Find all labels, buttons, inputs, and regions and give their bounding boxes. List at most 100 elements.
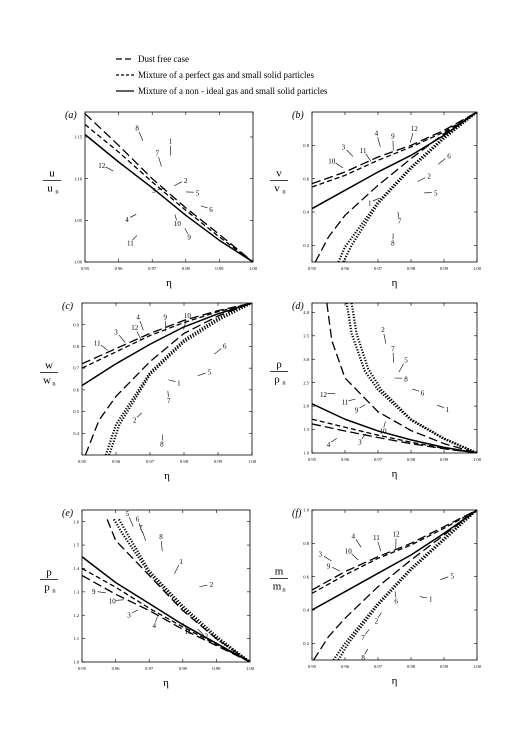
series-line-dotted	[345, 303, 477, 453]
panel-label: (b)	[292, 110, 304, 121]
annotation-leader	[97, 591, 106, 594]
y-tick-label: 0.9	[73, 322, 79, 327]
series-line-solid	[312, 510, 477, 611]
annotation-leader	[199, 584, 208, 588]
annotation-leader	[131, 609, 139, 614]
curve-number-label: 7	[167, 397, 171, 405]
curve-number-label: 2	[210, 581, 214, 589]
x-tick-label: 0.99	[440, 664, 449, 669]
curve-number-label: 12	[131, 324, 139, 332]
x-tick-label: 0.96	[115, 266, 124, 271]
annotation-leader	[100, 344, 109, 351]
curve-number-label: 2	[184, 177, 188, 185]
x-tick-label: 0.97	[148, 266, 157, 271]
chart-panel-3: 0.95 0.96 0.97 0.98 0.99 1.000.40.50.60.70.80…	[40, 301, 257, 482]
series-line-dotted	[337, 112, 477, 262]
plot-frame	[311, 509, 478, 661]
annotation-leader	[129, 214, 137, 218]
x-tick-label: 1.00	[473, 664, 482, 669]
annotation-leader	[129, 517, 134, 527]
annotation-leader	[359, 404, 366, 409]
series-line-dotted	[104, 303, 252, 455]
annotation-leader	[197, 372, 206, 377]
curve-number-label: 12	[411, 125, 419, 133]
curve-number-label: 8	[160, 440, 164, 448]
curve-number-label: 9	[327, 562, 331, 570]
x-tick-label: 0.95	[308, 266, 317, 271]
x-tick-label: 0.95	[308, 664, 317, 669]
panel-label: (d)	[292, 301, 304, 312]
curve-number-label: 8	[404, 375, 408, 383]
x-tick-label: 0.98	[407, 457, 416, 462]
annotation-leader	[394, 591, 397, 598]
annotation-leader	[331, 437, 337, 443]
y-axis-label-subscript: n	[282, 189, 286, 196]
curve-number-label: 5	[126, 510, 130, 518]
panel-label: (f)	[292, 508, 302, 519]
curve-number-label: 6	[209, 206, 213, 214]
annotation-leader	[132, 235, 138, 241]
curve-number-label: 5	[196, 189, 200, 197]
y-axis-label-numerator: u	[49, 168, 55, 180]
annotation-leader	[183, 319, 187, 330]
series-line-dash-long	[82, 574, 250, 662]
y-tick-label: 1.5	[303, 427, 309, 432]
curve-number-label: 10	[109, 598, 117, 606]
y-tick-label: 0.5	[73, 409, 79, 414]
y-axis-label-numerator: v	[276, 168, 282, 180]
curve-number-label: 2	[133, 416, 137, 424]
annotation-leader	[174, 214, 177, 221]
annotation-leader	[174, 564, 180, 574]
annotation-leader	[157, 188, 166, 190]
annotation-leader	[348, 398, 356, 402]
curve-number-label: 9	[187, 234, 191, 242]
series-line-dash	[85, 123, 253, 262]
y-tick-label: 1.0	[303, 451, 309, 456]
panel-label: (a)	[65, 110, 77, 121]
annotation-leader	[377, 541, 382, 552]
series-line-dotted	[118, 518, 250, 662]
annotation-leader	[184, 228, 188, 234]
curve-number-label: 3	[342, 144, 346, 152]
curve-number-label: 7	[398, 218, 402, 226]
curve-number-label: 6	[394, 597, 398, 605]
x-tick-label: 0.98	[179, 666, 188, 671]
y-axis-label-denominator: p	[44, 581, 50, 593]
y-axis-label-denominator: u	[47, 183, 53, 195]
annotation-leader	[335, 162, 344, 169]
panel-label: (e)	[62, 508, 74, 519]
y-tick-label: 1.00	[74, 260, 83, 265]
plot-frame	[84, 111, 254, 263]
x-tick-label: 1.00	[473, 457, 482, 462]
series-line-dash-long	[106, 519, 250, 662]
curve-number-label: 10	[379, 427, 387, 435]
x-tick-label: 0.96	[341, 266, 350, 271]
series-line-dash-long	[312, 112, 477, 185]
curve-number-label: 7	[139, 524, 143, 532]
curve-number-label: 4	[352, 532, 356, 540]
x-axis-label: η	[392, 277, 398, 289]
y-tick-label: 1.0	[73, 660, 79, 665]
curve-number-label: 4	[375, 129, 379, 137]
y-tick-label: 4.0	[303, 310, 309, 315]
y-axis-label-subscript: n	[282, 587, 286, 594]
chart-panel-6: 0.95 0.96 0.97 0.98 0.99 1.00 0.2 0.4 0.6 0.8 1.0(…	[270, 508, 482, 687]
curve-number-label: 3	[127, 612, 131, 620]
series-line-solid	[82, 556, 250, 662]
curve-number-label: 8	[159, 533, 163, 541]
curve-number-label: 7	[155, 149, 159, 157]
y-tick-label: 1.15	[74, 135, 83, 140]
curve-number-label: 6	[136, 516, 140, 524]
curve-number-label: 5	[208, 369, 212, 377]
series-line-dash-long	[313, 510, 477, 660]
annotation-leader	[377, 137, 381, 147]
annotation-leader	[213, 348, 222, 355]
plot-frame	[311, 302, 478, 454]
series-line-dash-long	[85, 113, 253, 262]
plot-frame	[81, 509, 251, 663]
y-tick-label: 1.4	[73, 566, 79, 571]
y-axis-label-subscript: n	[282, 380, 286, 387]
y-axis-label-denominator: w	[43, 374, 51, 386]
curve-number-label: 11	[127, 239, 134, 247]
curve-number-label: 10	[184, 312, 192, 320]
